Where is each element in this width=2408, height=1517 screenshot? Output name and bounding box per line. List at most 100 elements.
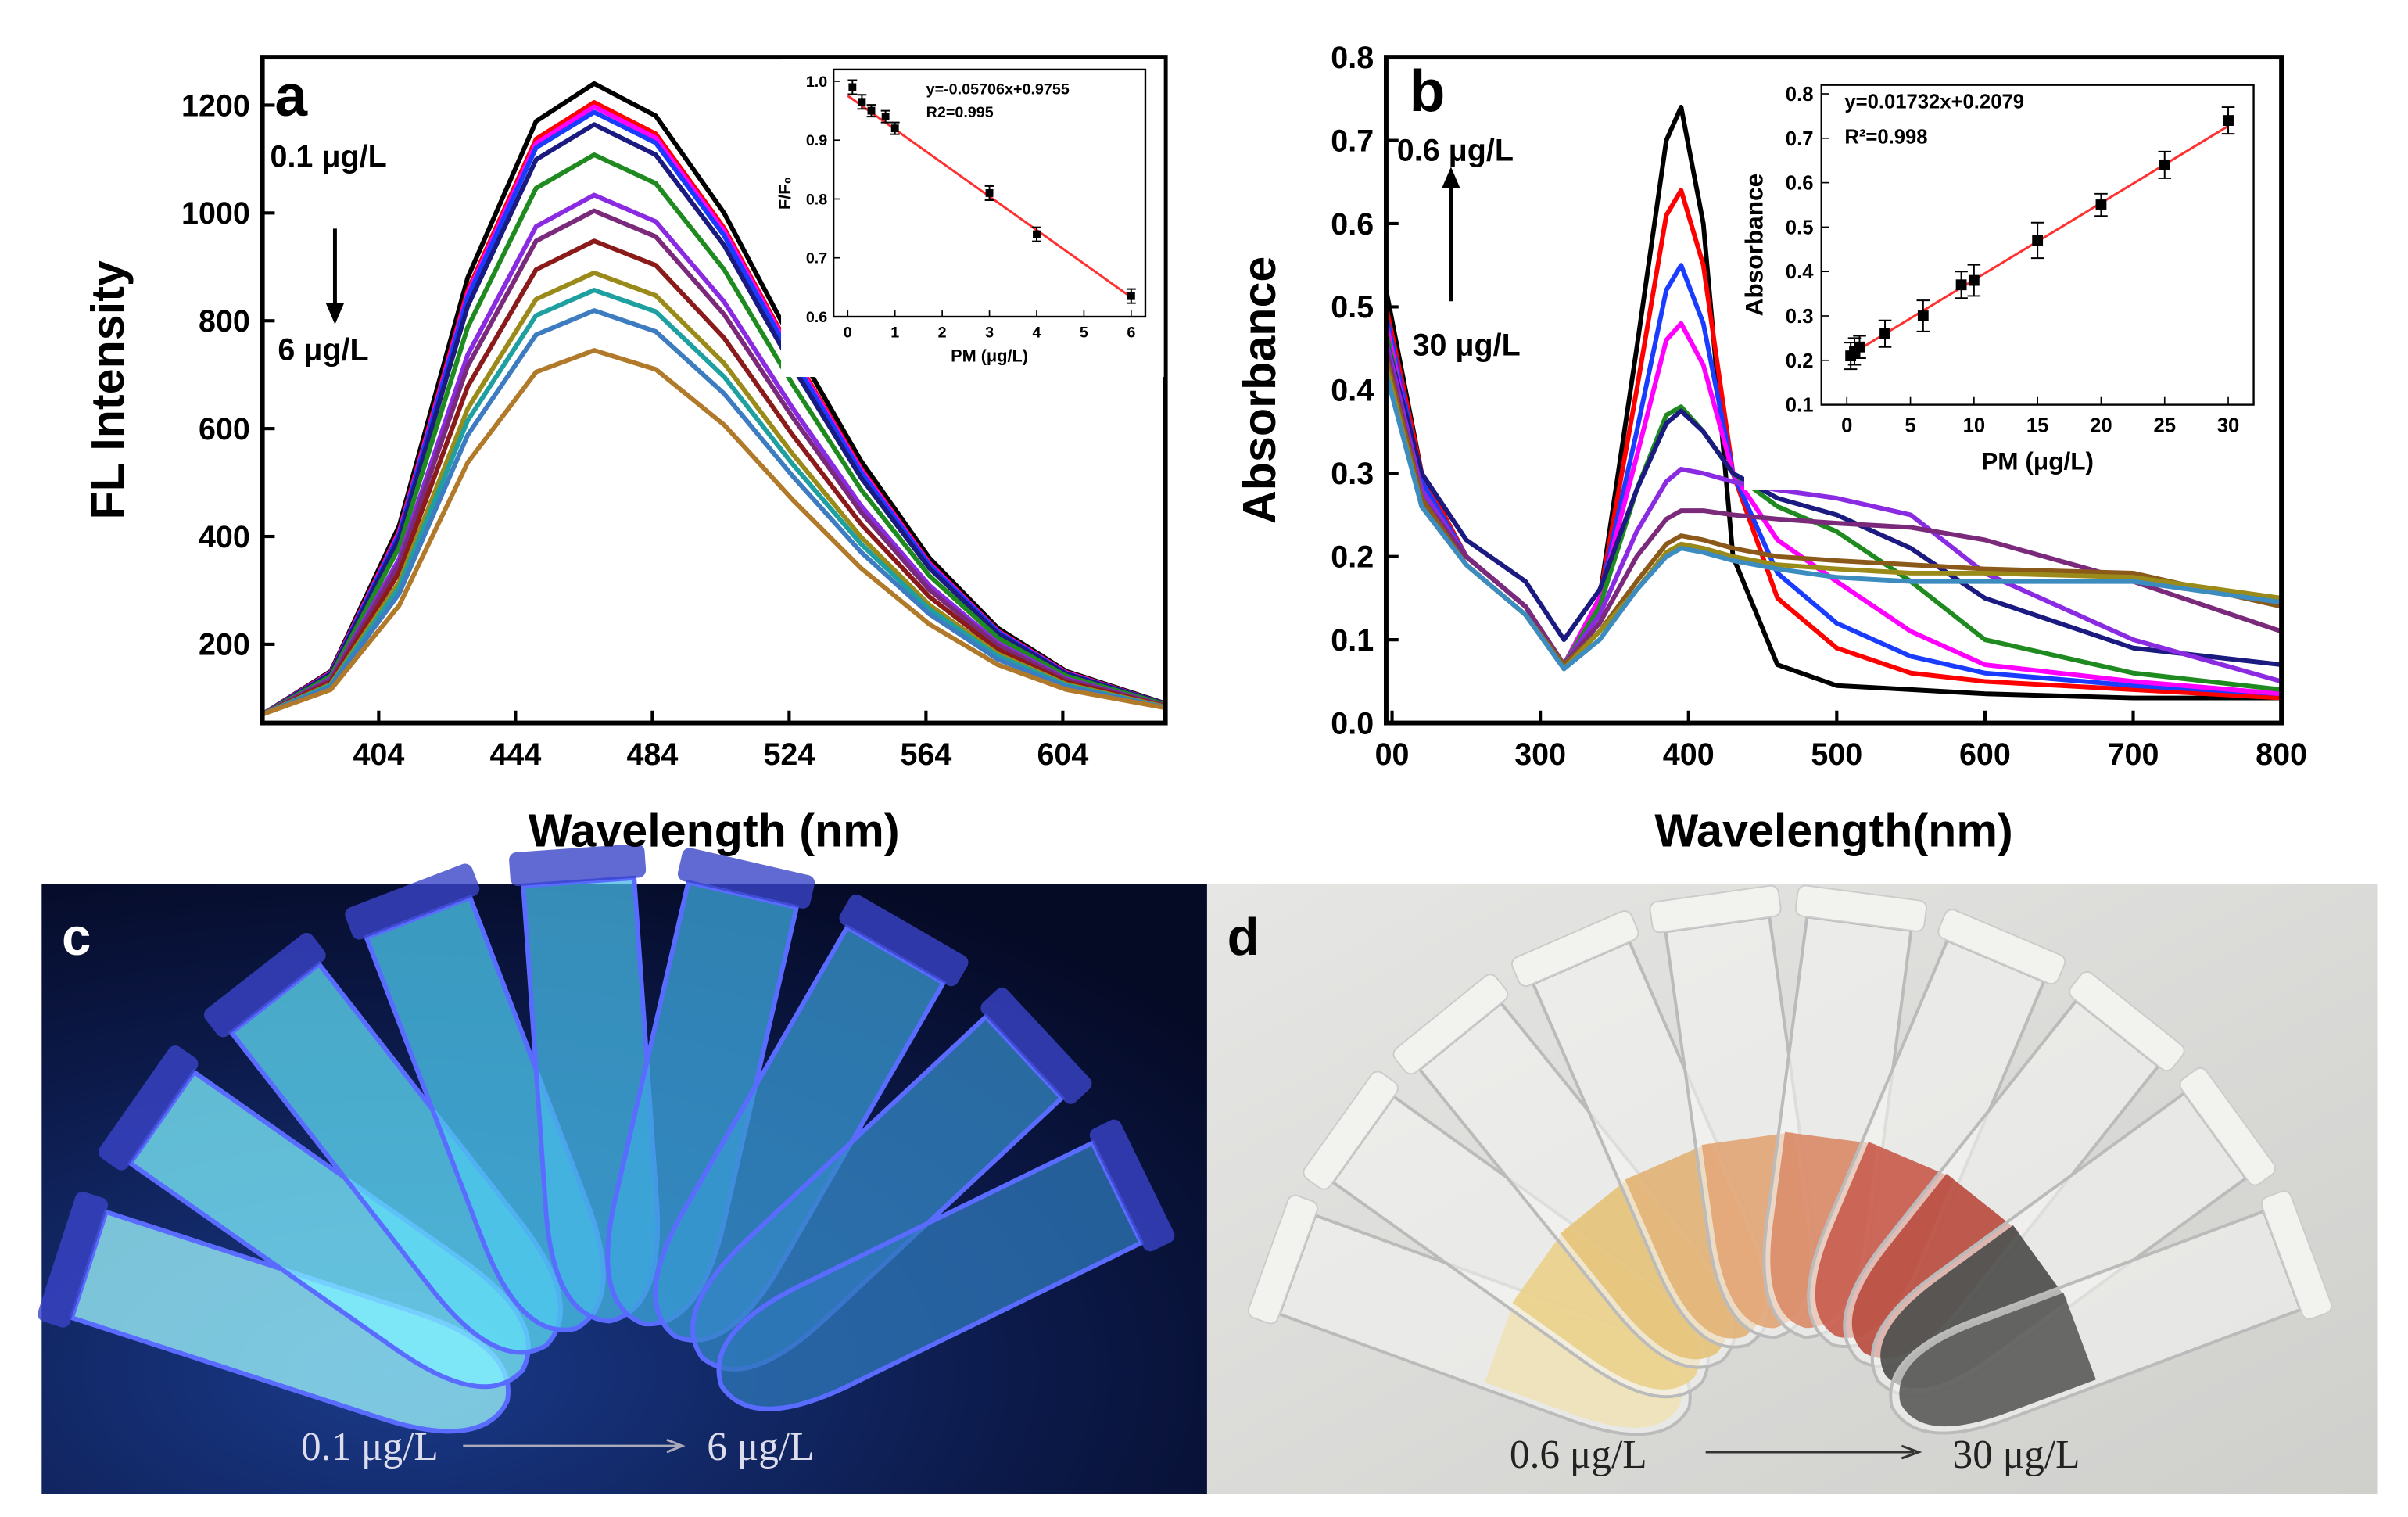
y-tick-label: 0.7 [1331,124,1374,158]
tube [716,1119,1175,1411]
x-tick-label: 10 [1963,414,1986,436]
tube-cap [2069,970,2185,1072]
plot-frame [260,55,1168,726]
y-tick-label: 0.7 [806,250,827,267]
x-tick-label: 800 [2256,737,2307,772]
panel-label: b [1410,58,1446,124]
tube-cap [2179,1067,2277,1186]
tube-cap [2260,1190,2333,1320]
y-tick-label: 0.5 [1331,290,1374,325]
tube-cap [1247,1194,1319,1325]
x-tick-label: 564 [900,737,951,772]
y-tick-label: 0.4 [1331,374,1374,408]
tube-cap [980,988,1092,1104]
x-tick-label: 600 [1959,737,2011,772]
y-tick-label: 0.1 [1786,395,1814,417]
data-point [1955,279,1967,291]
annotation: 0.6 μg/L [1397,133,1514,167]
x-tick-label: 604 [1037,737,1088,772]
photo-to: 30 μg/L [1953,1433,2080,1477]
y-tick-label: 1000 [181,196,250,231]
data-point [881,113,890,121]
x-tick-label: 30 [2217,414,2240,436]
data-point [1968,274,1980,286]
y-axis-label: F/F₀ [775,177,794,210]
annotation: R2=0.995 [926,104,994,121]
tube-body [716,1139,1145,1411]
data-point [2095,199,2107,210]
annotation: 0.1 μg/L [271,139,387,174]
x-tick-label: 444 [489,737,541,772]
annotation: R²=0.998 [1844,127,1927,149]
spectrum-line [261,348,1166,717]
data-point [867,106,876,115]
inset-background [1744,69,2270,490]
tube-liquid [1899,1293,2096,1427]
tube-cap [1649,884,1782,934]
y-tick-label: 0.0 [1331,706,1374,741]
data-point [858,98,866,106]
y-tick-label: 1200 [181,88,250,123]
spectrum-line [261,208,1166,717]
tube-cap [839,894,969,987]
data-point [1033,230,1041,238]
y-tick-label: 0.6 [1786,173,1814,195]
spectrum-line [261,288,1166,717]
tube-cap [1089,1119,1175,1252]
y-tick-label: 0.6 [1331,207,1374,242]
x-axis-label: Wavelength (nm) [529,805,900,857]
panel-label: a [274,63,308,128]
tube-cap [509,844,647,887]
spectrum-line [261,238,1166,717]
x-tick-label: 500 [1811,737,1862,772]
annotation: y=-0.05706x+0.9755 [926,81,1070,99]
tube-cap [1510,909,1639,988]
data-point [2159,159,2170,170]
y-tick-label: 0.6 [806,309,827,326]
x-tick-label: 5 [1905,414,1915,436]
annotation: 30 μg/L [1413,328,1521,362]
tube [1889,1190,2333,1435]
plot-frame [1820,84,2255,406]
y-tick-label: 1.0 [806,74,827,91]
y-tick-label: 0.5 [1786,217,1814,238]
x-axis-label: PM (μg/L) [951,346,1028,365]
y-tick-label: 0.8 [1786,84,1814,106]
tubes [38,844,2333,1436]
data-point [848,83,857,91]
y-axis-label: Absorbance [1233,256,1285,524]
tube-cap [1937,909,2066,985]
data-point [985,189,994,197]
y-tick-label: 0.8 [806,191,827,208]
annotation: 6 μg/L [278,332,368,367]
tube-cap [1794,884,1928,932]
y-axis-label: Absorbance [1740,174,1768,317]
photo-label: c [62,908,91,967]
x-tick-label: 1 [890,325,899,342]
x-tick-label: 25 [2153,414,2176,436]
x-axis-label: Wavelength(nm) [1654,805,2012,857]
y-tick-label: 0.2 [1786,350,1814,372]
y-tick-label: 0.3 [1331,457,1374,491]
y-tick-label: 0.1 [1331,623,1374,658]
spectrum-line [261,122,1166,717]
x-tick-label: 400 [1663,737,1715,772]
plot-frame [1384,55,2284,726]
x-tick-label: 300 [1514,737,1566,772]
x-tick-label: 00 [1375,737,1410,772]
tube-cap [1303,1071,1399,1190]
x-axis-label: PM (μg/L) [1981,447,2094,475]
spectrum-line [261,152,1166,717]
photo-to: 6 μg/L [707,1425,814,1469]
y-tick-label: 800 [199,304,250,339]
x-tick-label: 0 [1841,414,1852,436]
data-point [2223,115,2234,127]
x-tick-label: 0 [844,325,852,342]
y-tick-label: 0.7 [1786,128,1814,150]
photo-from: 0.6 μg/L [1510,1433,1647,1477]
tube-cap [98,1045,199,1171]
x-tick-label: 5 [1080,325,1088,342]
spectrum-line [261,308,1166,717]
data-point [890,124,899,133]
